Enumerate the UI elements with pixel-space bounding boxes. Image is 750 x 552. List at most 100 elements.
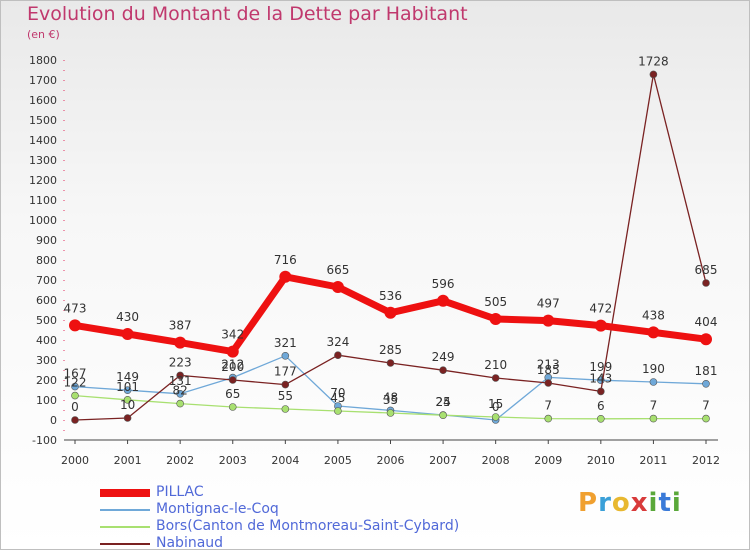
y-tick-label: 1000 bbox=[29, 214, 57, 227]
data-point bbox=[489, 313, 502, 325]
data-point bbox=[649, 378, 658, 386]
y-tick-label: 0 bbox=[50, 414, 57, 427]
data-label: 430 bbox=[116, 310, 139, 324]
y-tick-label: 200 bbox=[36, 374, 57, 387]
data-label: 199 bbox=[589, 360, 612, 374]
data-point bbox=[386, 359, 395, 367]
legend-swatch-bors bbox=[100, 525, 150, 528]
data-label: 0 bbox=[71, 400, 79, 414]
data-point bbox=[594, 319, 607, 332]
data-label: 536 bbox=[379, 289, 402, 303]
y-tick-label: 1600 bbox=[29, 94, 57, 107]
data-point bbox=[226, 345, 239, 358]
y-tick-label: 1700 bbox=[29, 74, 57, 87]
data-point bbox=[71, 382, 79, 391]
data-label: 48 bbox=[383, 390, 398, 404]
legend-item-montignac: Montignac-le-Coq bbox=[100, 501, 459, 518]
data-label: 387 bbox=[169, 319, 192, 333]
y-tick-label: 800 bbox=[36, 254, 57, 267]
data-label: 213 bbox=[537, 357, 560, 371]
data-label: 473 bbox=[64, 301, 87, 315]
y-tick-label: 600 bbox=[36, 294, 57, 307]
chart-unit-label: (en €) bbox=[27, 28, 60, 41]
x-tick-label: 2001 bbox=[114, 454, 142, 467]
y-tick-label: 1800 bbox=[29, 54, 57, 67]
data-point bbox=[176, 399, 184, 408]
data-point bbox=[437, 294, 450, 307]
x-tick-label: 2009 bbox=[534, 454, 562, 467]
data-label: 10 bbox=[120, 398, 135, 412]
y-tick-label: 100 bbox=[36, 394, 57, 407]
x-tick-label: 2005 bbox=[324, 454, 352, 467]
data-label: 122 bbox=[64, 376, 87, 390]
y-tick-label: 700 bbox=[36, 274, 57, 287]
data-label: 505 bbox=[484, 295, 507, 309]
data-point bbox=[702, 279, 710, 287]
data-point bbox=[544, 379, 553, 387]
data-point bbox=[281, 405, 290, 413]
x-tick-label: 2008 bbox=[482, 454, 510, 467]
data-point bbox=[176, 371, 184, 380]
data-label: 45 bbox=[330, 391, 345, 405]
data-point bbox=[649, 70, 658, 79]
data-label: 55 bbox=[278, 389, 293, 403]
data-point bbox=[386, 409, 395, 417]
data-point bbox=[281, 380, 290, 389]
data-point bbox=[700, 333, 712, 346]
data-point bbox=[597, 387, 605, 396]
y-tick-label: 1300 bbox=[29, 154, 57, 167]
data-point bbox=[228, 376, 237, 384]
data-point bbox=[702, 379, 710, 388]
data-label: 596 bbox=[432, 277, 455, 291]
data-label: 438 bbox=[642, 308, 665, 322]
legend-label-pillac: PILLAC bbox=[156, 484, 204, 500]
data-point bbox=[174, 336, 187, 349]
data-label: 7 bbox=[650, 399, 658, 413]
data-label: 200 bbox=[221, 360, 244, 374]
data-point bbox=[542, 314, 555, 327]
y-tick-label: 1400 bbox=[29, 134, 57, 147]
data-label: 321 bbox=[274, 336, 297, 350]
data-label: 0 bbox=[492, 400, 500, 414]
legend-swatch-nabinaud bbox=[100, 542, 150, 545]
data-label: 15 bbox=[488, 397, 503, 411]
data-point bbox=[384, 306, 397, 319]
legend-label-montignac: Montignac-le-Coq bbox=[156, 501, 279, 517]
data-label: 6 bbox=[597, 399, 605, 413]
data-label: 185 bbox=[537, 363, 560, 377]
data-point bbox=[279, 270, 292, 283]
data-point bbox=[331, 281, 344, 293]
x-tick-label: 2006 bbox=[377, 454, 405, 467]
legend-swatch-montignac bbox=[100, 508, 150, 511]
data-point bbox=[647, 326, 660, 339]
data-label: 167 bbox=[64, 367, 87, 381]
x-tick-label: 2000 bbox=[61, 454, 89, 467]
chart-plot: -100010020030040050060070080090010001100… bbox=[29, 54, 720, 467]
data-point bbox=[69, 319, 81, 332]
data-label: 249 bbox=[432, 350, 455, 364]
data-label: 131 bbox=[169, 374, 192, 388]
data-label: 25 bbox=[435, 395, 450, 409]
chart-legend: PILLAC Montignac-le-Coq Bors(Canton de M… bbox=[100, 484, 459, 552]
data-label: 285 bbox=[379, 343, 402, 357]
y-tick-label: 900 bbox=[36, 234, 57, 247]
x-tick-label: 2011 bbox=[639, 454, 667, 467]
data-point bbox=[334, 407, 342, 415]
data-point bbox=[334, 351, 342, 360]
data-point bbox=[649, 414, 658, 423]
data-point bbox=[123, 414, 132, 422]
legend-swatch-pillac bbox=[100, 488, 150, 497]
data-label: 35 bbox=[383, 393, 398, 407]
data-label: 1728 bbox=[638, 54, 669, 68]
data-label: 190 bbox=[642, 362, 665, 376]
data-point bbox=[123, 395, 132, 404]
data-label: 212 bbox=[221, 358, 244, 372]
data-label: 324 bbox=[326, 335, 349, 349]
data-label: 65 bbox=[225, 387, 240, 401]
data-point bbox=[439, 411, 447, 420]
data-label: 7 bbox=[544, 399, 552, 413]
legend-label-bors: Bors(Canton de Montmoreau-Saint-Cybard) bbox=[156, 518, 460, 534]
data-label: 223 bbox=[169, 355, 192, 369]
data-label: 497 bbox=[537, 297, 560, 311]
data-point bbox=[597, 414, 605, 423]
